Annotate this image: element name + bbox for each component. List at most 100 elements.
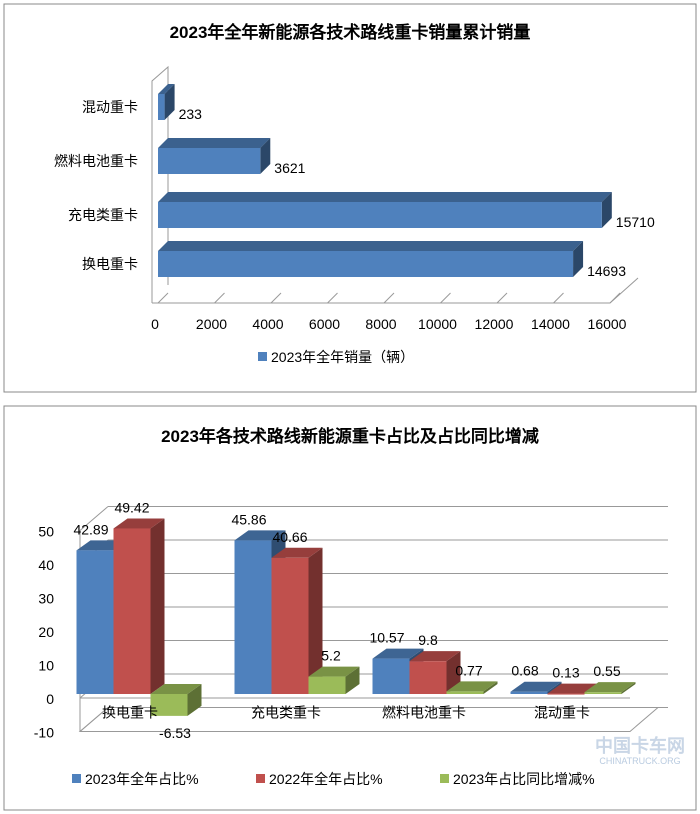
bar-top [271, 547, 323, 558]
category-label: 燃料电池重卡 [54, 153, 138, 169]
bar-side [187, 684, 202, 716]
legend-label: 2022年全年占比% [269, 771, 383, 787]
x-tick-label: 8000 [365, 316, 396, 332]
data-label: 15710 [616, 214, 655, 230]
legend-swatch [256, 774, 265, 783]
bar [158, 251, 574, 277]
floor-bottom [78, 707, 660, 732]
data-label: 42.89 [73, 521, 108, 537]
bar [547, 693, 585, 695]
x-tick-label: 14000 [531, 316, 570, 332]
bar-top [584, 682, 636, 693]
bar-top [547, 683, 599, 694]
bar-top [158, 84, 175, 94]
data-label: 45.86 [231, 511, 266, 527]
bar-side [483, 681, 498, 694]
x-tick-mark [440, 292, 451, 304]
bar-side [601, 192, 612, 228]
bar [510, 691, 548, 694]
data-label: 10.57 [369, 630, 404, 646]
category-label: 充电类重卡 [68, 207, 138, 223]
category-label: 燃料电池重卡 [382, 705, 466, 721]
y-tick-label: 30 [38, 591, 54, 607]
category-label: 换电重卡 [82, 256, 138, 272]
x-tick-mark [553, 292, 564, 304]
bar-side [164, 84, 175, 120]
bar [308, 676, 346, 694]
x-tick-mark [327, 292, 338, 304]
bar-top [158, 241, 584, 251]
bar [113, 528, 151, 694]
data-label: 0.77 [455, 662, 482, 678]
data-label: 0.13 [552, 665, 579, 681]
bar-top [113, 518, 165, 529]
data-label: 3621 [274, 160, 305, 176]
y-tick-label: 50 [38, 524, 54, 540]
watermark-logo: 中国卡车网 [595, 735, 685, 756]
data-label: 40.66 [272, 529, 307, 545]
y-tick-label: 20 [38, 624, 54, 640]
data-label: 9.8 [418, 632, 438, 648]
gridline-side [79, 506, 109, 531]
bar-side [446, 651, 461, 694]
bar [158, 94, 165, 120]
category-label: 充电类重卡 [251, 705, 321, 721]
x-tick-label: 10000 [418, 316, 457, 332]
x-tick-mark [496, 292, 508, 304]
x-tick-label: 16000 [588, 316, 627, 332]
data-label: 0.55 [593, 663, 620, 679]
x-tick-label: 6000 [309, 316, 340, 332]
bar-top [372, 648, 424, 659]
data-label: 5.2 [321, 648, 341, 664]
bar-top [510, 681, 562, 692]
bar-top [446, 681, 498, 692]
bar-top [158, 192, 612, 202]
y-tick-label: 10 [38, 658, 54, 674]
x-tick-mark [157, 292, 169, 304]
legend-label: 2023年占比同比增减% [453, 771, 595, 787]
bar-side [260, 138, 271, 174]
bar [158, 148, 261, 174]
y-tick-label: -10 [34, 725, 54, 741]
bar-side [345, 666, 360, 694]
bar [76, 550, 114, 694]
bar-top [150, 684, 202, 694]
bar-side [150, 518, 165, 694]
y-tick-label: 40 [38, 557, 54, 573]
data-label: 0.68 [511, 663, 538, 679]
chart-title: 2023年各技术路线新能源重卡占比及占比同比增减 [161, 426, 539, 446]
legend-label: 2023年全年销量（辆） [271, 349, 414, 365]
bar-side [308, 547, 323, 694]
bar-side [621, 682, 636, 694]
data-label: 233 [179, 106, 203, 122]
category-label: 混动重卡 [534, 705, 590, 721]
chart-title: 2023年全年新能源各技术路线重卡销量累计销量 [170, 22, 531, 42]
y-tick-label: 0 [46, 691, 54, 707]
watermark-logo: CHINATRUCK.ORG [599, 756, 680, 766]
x-tick-mark [383, 292, 395, 304]
sales-chart: 2023年全年新能源各技术路线重卡销量累计销量 0 2000 4000 6000 800… [3, 3, 697, 393]
legend-swatch [258, 352, 267, 361]
bar [158, 202, 602, 228]
x-tick-label: 2000 [196, 316, 227, 332]
bar-top [234, 530, 286, 541]
share-chart: 2023年各技术路线新能源重卡占比及占比同比增减 -10 0 10 20 30 40 50 4… [3, 405, 697, 811]
bar [372, 658, 410, 694]
x-tick-mark [214, 292, 225, 304]
bar-side [547, 681, 562, 694]
bar-side [573, 241, 584, 277]
data-label: 14693 [587, 263, 626, 279]
bar [271, 557, 309, 694]
data-label: -6.53 [159, 725, 191, 741]
bar-top [158, 138, 271, 148]
category-label: 换电重卡 [102, 705, 158, 721]
bar [150, 694, 188, 716]
axis-wall [151, 65, 169, 303]
x-tick-label: 4000 [252, 316, 283, 332]
legend-label: 2023年全年占比% [85, 771, 199, 787]
bar-top [308, 666, 360, 677]
data-label: 49.42 [114, 499, 149, 515]
bar [409, 661, 447, 694]
x-tick-mark [270, 292, 282, 304]
x-tick-label: 0 [151, 316, 159, 332]
